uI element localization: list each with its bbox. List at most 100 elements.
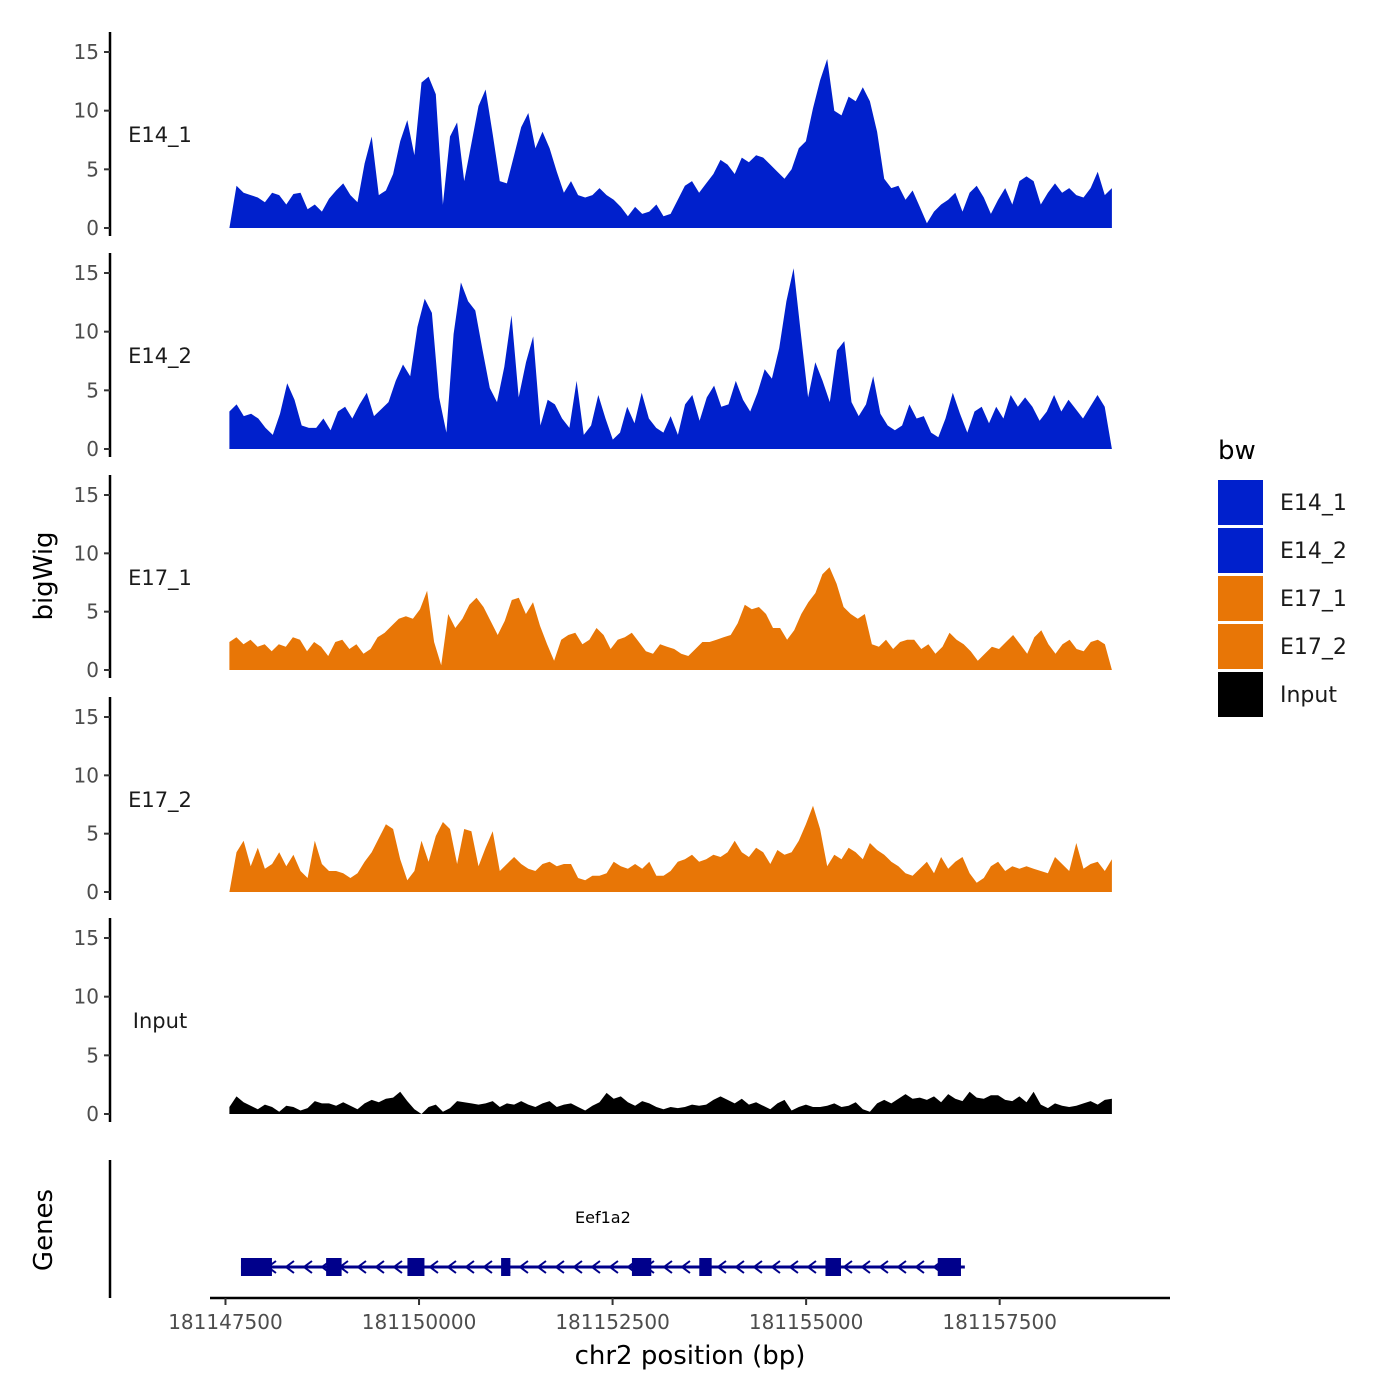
legend-label: Input: [1280, 683, 1337, 708]
legend-item-input: Input: [1218, 672, 1337, 717]
strand-arrow: [428, 1260, 439, 1274]
strand-arrow: [590, 1260, 601, 1274]
strand-arrow: [392, 1260, 403, 1274]
legend-item-e14_1: E14_1: [1218, 480, 1347, 525]
strand-arrow: [842, 1260, 853, 1274]
y-tick-label: 10: [74, 320, 99, 344]
legend-swatch: [1218, 576, 1263, 621]
y-tick-label: 0: [86, 216, 99, 240]
y-tick-label: 10: [74, 985, 99, 1009]
gene-exon: [825, 1258, 841, 1276]
strand-arrow: [356, 1260, 367, 1274]
strand-arrow: [554, 1260, 565, 1274]
y-tick-label: 15: [74, 926, 99, 950]
legend-item-e14_2: E14_2: [1218, 528, 1347, 573]
y-tick-label: 0: [86, 437, 99, 461]
strand-arrow: [680, 1260, 691, 1274]
track-panel-e17_2: 0 5 10 15 E17_2: [74, 697, 1112, 904]
y-tick-label: 5: [86, 822, 99, 846]
strand-arrow: [770, 1260, 781, 1274]
legend-title: bw: [1218, 436, 1256, 466]
y-tick-label: 5: [86, 378, 99, 402]
x-tick-label: 181147500: [168, 1310, 283, 1334]
strand-arrow: [302, 1260, 313, 1274]
strand-arrow: [662, 1260, 673, 1274]
y-tick-label: 15: [74, 40, 99, 64]
track-label: E17_2: [128, 788, 192, 813]
strand-arrow: [374, 1260, 385, 1274]
y-tick-label: 15: [74, 261, 99, 285]
y-tick-label: 0: [86, 658, 99, 682]
legend-label: E17_1: [1280, 587, 1347, 612]
gene-exon: [407, 1258, 425, 1276]
y-tick-label: 15: [74, 483, 99, 507]
y-tick-label: 10: [74, 99, 99, 123]
strand-arrow: [752, 1260, 763, 1274]
y-tick-label: 5: [86, 157, 99, 181]
strand-arrow: [734, 1260, 745, 1274]
track-panel-e14_1: 0 5 10 15 E14_1: [74, 32, 1112, 240]
track-panel-e14_2: 0 5 10 15 E14_2: [74, 253, 1112, 461]
strand-arrow: [896, 1260, 907, 1274]
strand-arrow: [788, 1260, 799, 1274]
y-tick-label: 5: [86, 1043, 99, 1067]
gene-exon: [699, 1258, 712, 1276]
strand-arrow: [806, 1260, 817, 1274]
y-tick-label: 10: [74, 541, 99, 565]
track-panel-e17_1: 0 5 10 15 E17_1: [74, 475, 1112, 682]
x-tick-label: 181152500: [555, 1310, 670, 1334]
legend-item-e17_2: E17_2: [1218, 624, 1347, 669]
track-panel-input: 0 5 10 15 Input: [74, 918, 1112, 1126]
legend: E14_1 E14_2 E17_1 E17_2 Input: [1218, 480, 1347, 717]
y-tick-label: 0: [86, 1102, 99, 1126]
track-label: Input: [133, 1009, 187, 1033]
strand-arrow: [914, 1260, 925, 1274]
coverage-area-e14_2: [229, 268, 1112, 449]
strand-arrow: [518, 1260, 529, 1274]
legend-label: E14_2: [1280, 539, 1347, 564]
strand-arrow: [284, 1260, 295, 1274]
track-label: E14_2: [128, 344, 192, 369]
legend-swatch: [1218, 528, 1263, 573]
genes-axis-title: Genes: [29, 1189, 59, 1271]
x-axis: 181147500 181150000 181152500 181155000 1811…: [168, 1296, 1170, 1334]
tracks-layer: 0 5 10 15 E14_1 0 5 10 15 E14_2 0 5 10 15 E17_1 0 5 10 15 E…: [74, 32, 1112, 1126]
strand-arrow: [446, 1260, 457, 1274]
legend-label: E14_1: [1280, 491, 1347, 516]
strand-arrow: [464, 1260, 475, 1274]
coverage-area-e17_1: [229, 567, 1112, 670]
strand-arrow: [878, 1260, 889, 1274]
legend-swatch: [1218, 672, 1263, 717]
coverage-area-input: [229, 1091, 1112, 1114]
strand-arrow: [482, 1260, 493, 1274]
x-tick-label: 181155000: [749, 1310, 864, 1334]
gene-exon: [501, 1258, 511, 1276]
strand-arrow: [716, 1260, 727, 1274]
track-label: E14_1: [128, 123, 192, 148]
strand-arrow: [860, 1260, 871, 1274]
y-tick-label: 15: [74, 705, 99, 729]
track-label: E17_1: [128, 566, 192, 591]
legend-item-e17_1: E17_1: [1218, 576, 1347, 621]
coverage-area-e14_1: [229, 59, 1112, 228]
strand-arrow: [536, 1260, 547, 1274]
gene-exon: [326, 1258, 342, 1276]
y-tick-label: 0: [86, 880, 99, 904]
gene-exon: [937, 1258, 961, 1276]
x-tick-label: 181157500: [942, 1310, 1057, 1334]
x-tick-label: 181150000: [362, 1310, 477, 1334]
gene-name-label: Eef1a2: [575, 1208, 631, 1227]
genes-panel: Eef1a2: [108, 1160, 965, 1298]
y-tick-label: 5: [86, 600, 99, 624]
strand-arrow: [572, 1260, 583, 1274]
legend-label: E17_2: [1280, 635, 1347, 660]
y-tick-label: 10: [74, 763, 99, 787]
gene-exon: [631, 1258, 652, 1276]
y-axis-title: bigWig: [29, 531, 59, 620]
gene-exon: [240, 1258, 272, 1276]
legend-swatch: [1218, 480, 1263, 525]
strand-arrow: [608, 1260, 619, 1274]
legend-swatch: [1218, 624, 1263, 669]
x-axis-title: chr2 position (bp): [575, 1341, 806, 1371]
